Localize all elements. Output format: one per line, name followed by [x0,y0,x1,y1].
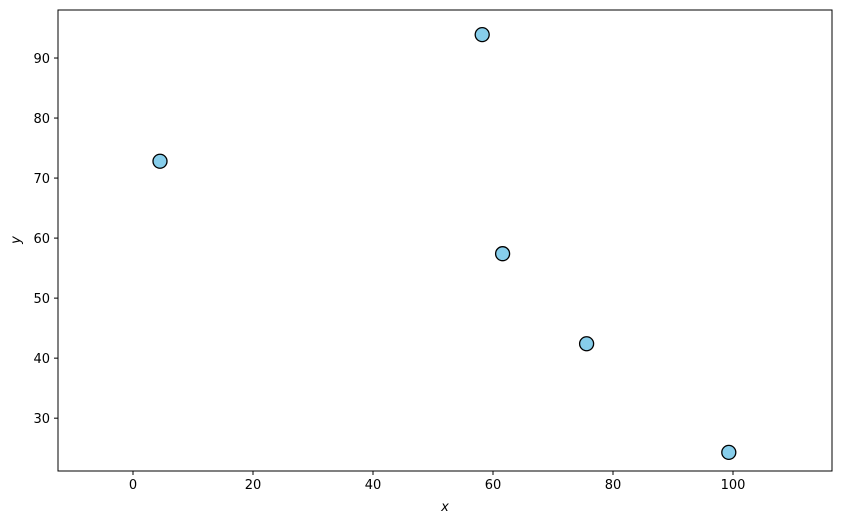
y-tick-label: 40 [33,352,50,367]
plot-frame [57,9,833,472]
x-axis-label: x [440,500,449,515]
point [578,336,595,352]
y-tick-label: 50 [33,292,50,307]
y-axis-label: y [9,236,24,245]
y-tick-label: 30 [33,412,50,427]
point [494,246,511,262]
y-tick-label: 80 [33,112,50,127]
x-tick-label: 60 [485,478,502,493]
y-tick-label: 90 [33,52,50,67]
point [474,26,490,43]
x-tick-label: 100 [721,478,746,493]
x-tick-label: 0 [129,478,137,493]
point [721,444,737,461]
point [152,153,168,169]
x-tick-label: 80 [605,478,622,493]
y-tick-label: 70 [33,172,50,187]
y-tick-label: 60 [33,232,50,247]
x-tick-label: 20 [245,478,262,493]
x-tick-label: 40 [365,478,382,493]
